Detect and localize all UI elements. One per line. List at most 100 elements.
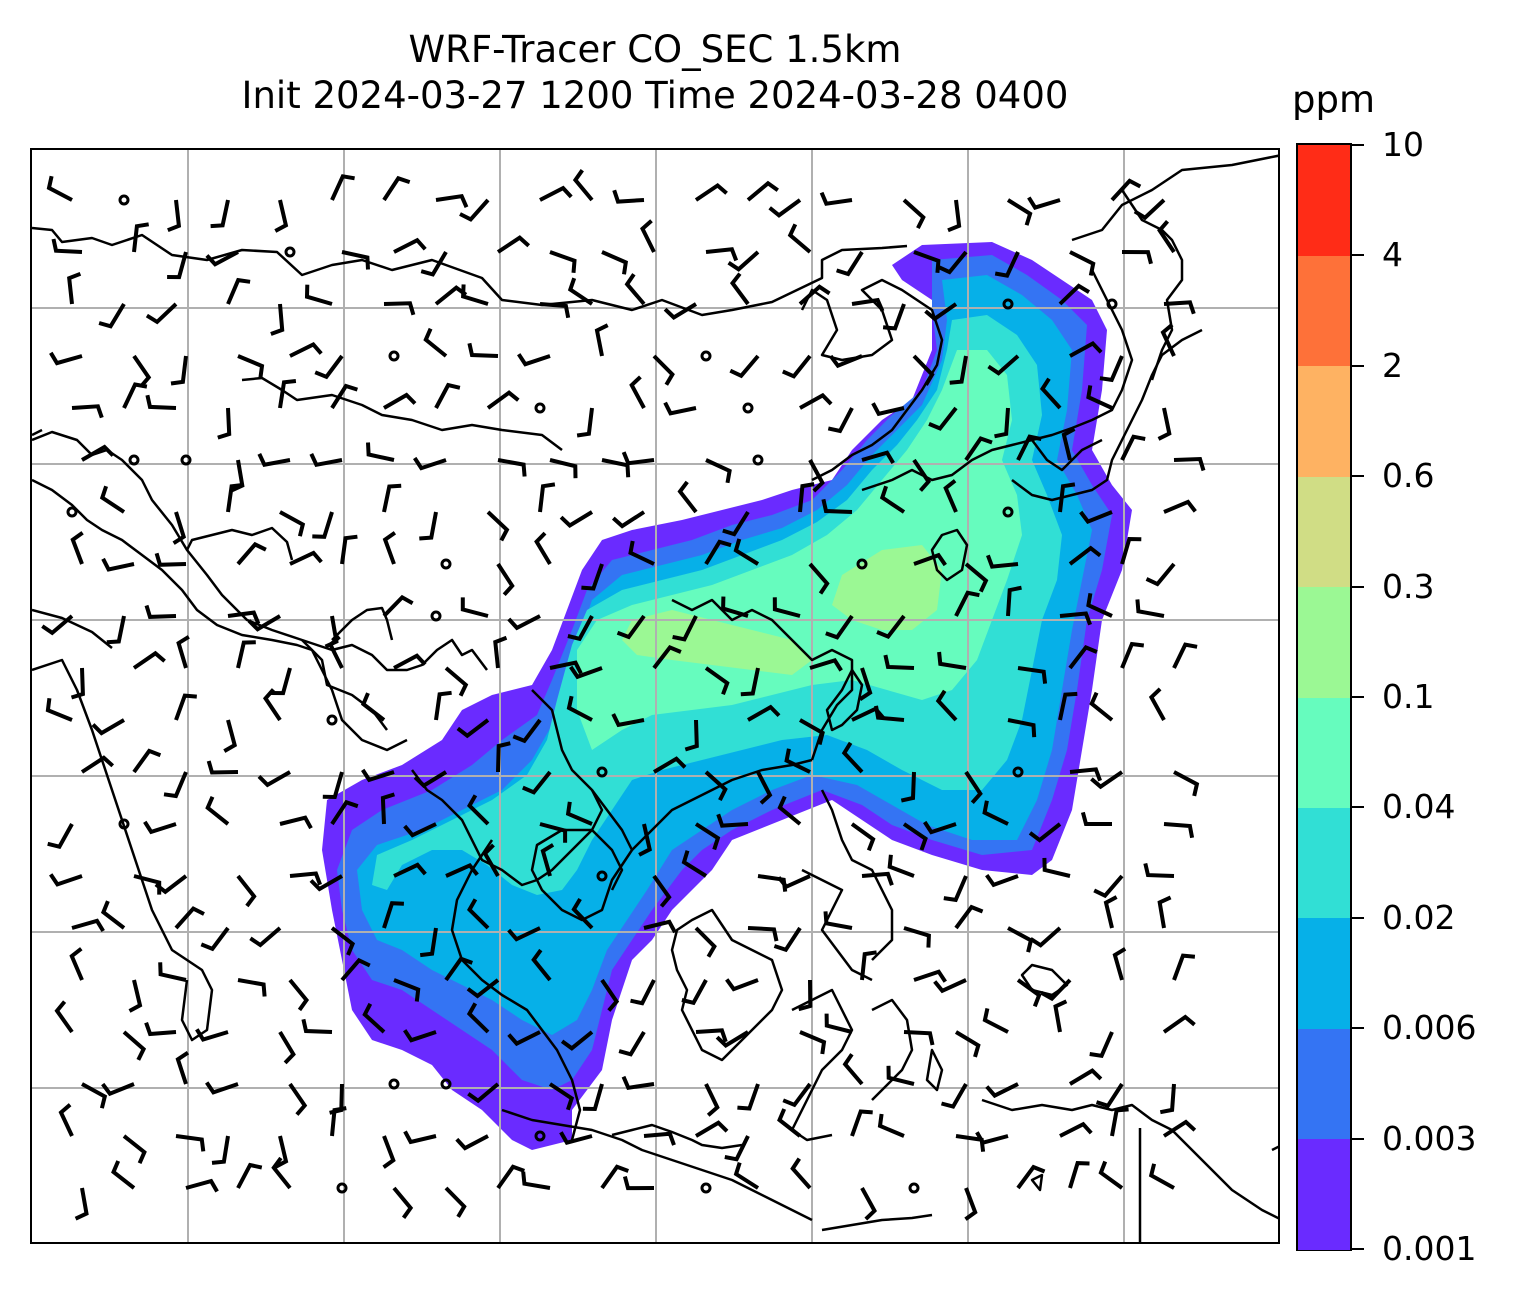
colorbar-segment-8 [1298, 255, 1350, 367]
wind-barb [262, 688, 282, 722]
wind-barb [330, 1106, 347, 1137]
wind-barb [799, 392, 833, 410]
wind-barb [330, 383, 358, 410]
wind-barb [380, 792, 395, 825]
calm-wind-marker [118, 194, 130, 206]
wind-barb [672, 615, 698, 642]
wind-barb [41, 614, 74, 636]
wind-barb [871, 402, 905, 417]
colorbar-tick-label: 0.6 [1382, 456, 1435, 496]
wind-barb [486, 390, 520, 410]
wind-barb [340, 534, 358, 565]
wind-barb [618, 1030, 646, 1057]
wind-barb [360, 692, 386, 722]
colorbar-segment-9 [1298, 145, 1350, 256]
wind-barb [768, 198, 802, 218]
calm-wind-marker [700, 350, 712, 362]
wind-barb [600, 978, 620, 1012]
wind-barb [1068, 1161, 1090, 1189]
wind-barb [737, 1083, 760, 1111]
wind-barb [288, 978, 310, 1012]
calm-wind-marker [336, 1182, 348, 1194]
wind-barb [1103, 895, 1118, 929]
wind-barb [640, 219, 656, 253]
wind-barb [49, 351, 83, 366]
wind-barb [860, 1187, 877, 1221]
wind-barb [122, 1030, 147, 1061]
wind-barb [176, 635, 190, 669]
wind-barb [382, 175, 411, 202]
wind-barb [382, 1135, 396, 1169]
wind-barb [601, 458, 631, 478]
wind-barb [507, 1030, 541, 1047]
wind-barb [782, 1082, 812, 1108]
wind-barb [824, 1013, 853, 1034]
colorbar-segment-3 [1298, 807, 1350, 919]
wind-barb [681, 850, 708, 878]
wind-barb [1059, 611, 1092, 626]
wind-barb [517, 353, 551, 367]
wind-barb [643, 1131, 676, 1146]
wind-barb [496, 741, 511, 773]
wind-barb [288, 1082, 308, 1116]
wind-barb [1039, 377, 1062, 410]
wind-barb [393, 653, 427, 670]
wind-barb [716, 813, 749, 828]
wind-barb [106, 615, 126, 645]
colorbar-tick [1352, 1248, 1364, 1250]
wind-barb [132, 650, 166, 670]
wind-barb [1016, 434, 1042, 461]
wind-barb [211, 1135, 230, 1165]
wind-barb [1061, 427, 1076, 461]
calm-wind-marker [1002, 506, 1014, 518]
wind-barb [724, 1135, 750, 1162]
wind-barb [132, 222, 150, 253]
wind-barb [1028, 822, 1062, 843]
wind-barb [704, 666, 730, 696]
wind-barb [69, 947, 84, 981]
wind-barb [237, 978, 267, 997]
colorbar-segment-6 [1298, 476, 1350, 588]
wind-barb [882, 303, 906, 331]
wind-barb [236, 1162, 263, 1189]
colorbar-tick-label: 0.02 [1382, 897, 1456, 937]
wind-barb [1095, 1082, 1124, 1109]
wind-barb [695, 1028, 728, 1043]
wind-barb [549, 458, 578, 479]
wind-barb [913, 250, 941, 273]
wind-barb [80, 755, 115, 774]
wind-barb [382, 594, 414, 618]
calm-wind-marker [388, 350, 400, 362]
calm-wind-marker [742, 402, 754, 414]
wind-barb [461, 284, 489, 306]
wind-barb [747, 926, 779, 942]
wind-barb [174, 906, 205, 930]
wind-barb [467, 794, 490, 826]
wind-barb [808, 562, 830, 595]
colorbar-tick-label: 0.001 [1382, 1229, 1477, 1268]
wind-barb [900, 771, 916, 803]
wind-barb [823, 911, 853, 930]
calm-wind-marker [596, 870, 608, 882]
wind-barb [798, 284, 831, 306]
wind-barb [902, 198, 926, 230]
wind-barb [403, 1029, 437, 1043]
wind-barb [392, 1186, 414, 1219]
wind-barb [539, 822, 568, 843]
calm-wind-marker [856, 558, 868, 570]
wind-barb [67, 271, 82, 305]
wind-barb [278, 379, 297, 409]
wind-barb [975, 1131, 1009, 1146]
calm-wind-marker [440, 1078, 452, 1090]
wind-barb [733, 1161, 760, 1190]
wind-barb [1017, 666, 1048, 684]
wind-barb [652, 756, 687, 774]
wind-barb [49, 873, 83, 887]
wind-barb [790, 1157, 812, 1190]
wind-barb [289, 871, 322, 886]
wind-barb [1007, 718, 1037, 738]
wind-barb [612, 189, 645, 204]
wind-barb [172, 511, 187, 545]
wind-barb [271, 1156, 292, 1190]
wind-barb [567, 615, 594, 642]
